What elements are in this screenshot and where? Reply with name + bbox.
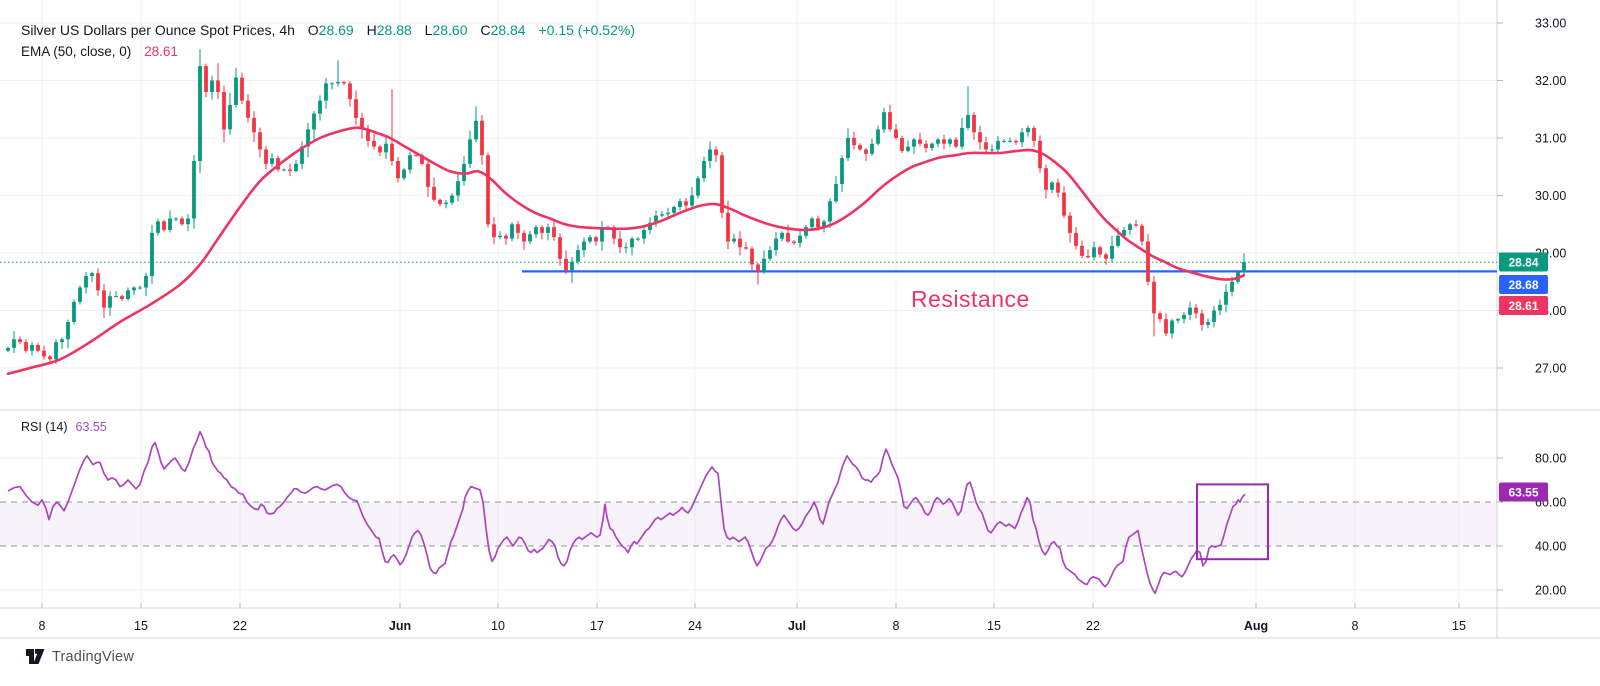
close-label: C xyxy=(480,22,491,38)
svg-text:17: 17 xyxy=(590,619,604,633)
tradingview-logo[interactable]: TradingView xyxy=(26,648,134,665)
svg-text:24: 24 xyxy=(688,619,702,633)
rsi-indicator-value: 63.55 xyxy=(75,420,107,434)
high-value: 28.88 xyxy=(376,22,412,38)
symbol-title: Silver US Dollars per Ounce Spot Prices,… xyxy=(21,22,295,38)
low-value: 28.60 xyxy=(432,22,468,38)
tradingview-logo-text: TradingView xyxy=(52,648,134,665)
close-value: 28.84 xyxy=(490,22,526,38)
change-value: +0.15 (+0.52%) xyxy=(538,22,635,38)
svg-text:28.68: 28.68 xyxy=(1508,278,1538,292)
rsi-legend: RSI (14) 63.55 xyxy=(21,420,107,434)
price-badges: 28.84 28.68 28.61 63.55 xyxy=(1499,252,1548,502)
svg-text:30.00: 30.00 xyxy=(1535,189,1566,203)
symbol-legend: Silver US Dollars per Ounce Spot Prices,… xyxy=(21,20,635,62)
time-scale[interactable]: 8 15 22 Jun 10 17 24 Jul 8 15 22 Aug 8 15 xyxy=(39,603,1466,633)
rsi-line xyxy=(7,430,1246,595)
ema-indicator-value: 28.61 xyxy=(144,44,178,59)
open-value: 28.69 xyxy=(318,22,354,38)
ema-indicator-label: EMA (50, close, 0) xyxy=(21,44,132,59)
svg-text:22: 22 xyxy=(233,619,247,633)
svg-text:Aug: Aug xyxy=(1244,619,1268,633)
rsi-indicator-label: RSI (14) xyxy=(21,420,68,434)
svg-text:40.00: 40.00 xyxy=(1535,540,1566,554)
svg-text:22: 22 xyxy=(1086,619,1100,633)
high-label: H xyxy=(366,22,377,38)
tradingview-icon xyxy=(26,649,45,664)
rsi-highlight-box[interactable] xyxy=(1196,483,1269,561)
svg-text:63.55: 63.55 xyxy=(1508,486,1538,500)
svg-text:8: 8 xyxy=(39,619,46,633)
panel-separators xyxy=(0,0,1600,639)
svg-text:32.00: 32.00 xyxy=(1535,74,1566,88)
candles xyxy=(6,48,1246,364)
gridlines xyxy=(0,0,1497,608)
resistance-annotation-text[interactable]: Resistance xyxy=(911,286,1030,312)
svg-text:28.84: 28.84 xyxy=(1508,256,1538,270)
rsi-band xyxy=(0,501,1497,547)
price-scale[interactable]: 33.0032.0031.0030.0029.0028.0027.0080.00… xyxy=(1497,17,1566,598)
svg-text:28.61: 28.61 xyxy=(1508,299,1538,313)
svg-text:15: 15 xyxy=(987,619,1001,633)
svg-text:33.00: 33.00 xyxy=(1535,17,1566,31)
svg-text:10: 10 xyxy=(491,619,505,633)
svg-text:20.00: 20.00 xyxy=(1535,584,1566,598)
svg-text:15: 15 xyxy=(134,619,148,633)
svg-text:Jul: Jul xyxy=(788,619,806,633)
svg-text:8: 8 xyxy=(1352,619,1359,633)
ema-line xyxy=(6,126,1246,376)
svg-text:15: 15 xyxy=(1452,619,1466,633)
open-label: O xyxy=(307,22,319,38)
svg-text:27.00: 27.00 xyxy=(1535,362,1566,376)
low-label: L xyxy=(424,22,433,38)
svg-text:8: 8 xyxy=(893,619,900,633)
svg-text:31.00: 31.00 xyxy=(1535,132,1566,146)
svg-text:Jun: Jun xyxy=(389,619,411,633)
svg-text:80.00: 80.00 xyxy=(1535,452,1566,466)
